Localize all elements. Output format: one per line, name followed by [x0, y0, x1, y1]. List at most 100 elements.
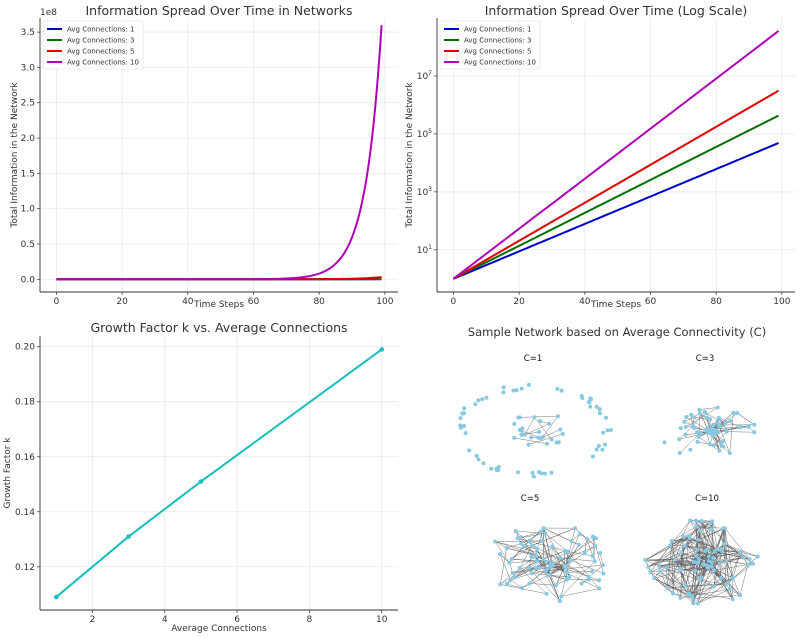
network-node	[567, 574, 572, 579]
network-node	[557, 599, 562, 604]
network-edge	[698, 436, 711, 445]
network-node	[512, 421, 517, 426]
network-node	[677, 437, 682, 442]
network-node	[704, 416, 709, 421]
network-edge	[692, 411, 706, 427]
network-node	[598, 550, 603, 555]
network-node	[701, 561, 706, 566]
network-edge	[650, 569, 681, 573]
network-node	[564, 577, 569, 582]
network-edge	[532, 527, 576, 546]
network-node	[696, 537, 701, 542]
network-node	[712, 568, 717, 573]
network-node	[519, 432, 524, 437]
network-node	[720, 549, 725, 554]
network-node	[727, 451, 732, 456]
network-node	[562, 564, 567, 569]
network-node	[590, 454, 595, 459]
network-node	[710, 519, 715, 524]
network-edge	[523, 531, 541, 547]
network-node	[687, 591, 692, 596]
network-node	[600, 447, 605, 452]
network-node	[689, 412, 694, 417]
y-tick-label: 107	[417, 70, 432, 82]
legend-label: Avg Connections: 10	[67, 59, 139, 67]
chart-2-ylabel: Total Information in the Network	[405, 82, 415, 229]
network-node	[513, 529, 518, 534]
series-line-3	[452, 89, 780, 280]
network-edge	[523, 545, 538, 550]
network-edge	[737, 412, 755, 425]
network-node	[590, 534, 595, 539]
network-node	[677, 451, 682, 456]
network-node	[541, 526, 546, 531]
network-node	[722, 542, 727, 547]
network-edge	[519, 567, 547, 594]
network-node	[592, 559, 597, 564]
network-edge	[699, 407, 718, 410]
network-node	[658, 569, 663, 574]
network-node	[710, 433, 715, 438]
network-node	[509, 557, 514, 562]
network-edge	[499, 553, 510, 563]
network-edge	[684, 413, 701, 423]
network-node	[556, 440, 561, 445]
network-edge	[561, 588, 600, 597]
y-tick-label: 0.16	[15, 453, 35, 463]
network-node	[708, 417, 713, 422]
network-edge	[711, 521, 725, 545]
x-tick-label: 6	[234, 615, 240, 625]
network-node	[555, 386, 560, 391]
network-edge	[512, 567, 536, 574]
series-line-1	[453, 142, 779, 280]
network-edge	[506, 540, 530, 549]
network-edge	[654, 578, 692, 597]
network-node	[678, 426, 683, 431]
network-edge	[545, 533, 569, 552]
network-edge	[648, 549, 698, 568]
network-node	[711, 443, 716, 448]
network-node	[593, 544, 598, 549]
network-edge	[666, 567, 692, 597]
network-edge	[740, 552, 758, 557]
network-node	[708, 430, 713, 435]
network-node	[535, 547, 540, 552]
network-edge	[697, 583, 727, 604]
network-edge	[519, 537, 536, 555]
network-node	[724, 558, 729, 563]
data-point	[53, 594, 59, 600]
network-node	[515, 470, 520, 475]
network-edge	[521, 574, 550, 589]
network-node	[687, 535, 692, 540]
chart-2-title: Information Spread Over Time (Log Scale)	[485, 3, 748, 18]
network-node	[721, 526, 726, 531]
network-edge	[739, 564, 749, 596]
network-node	[684, 414, 689, 419]
network-node	[713, 431, 718, 436]
network-node	[695, 547, 700, 552]
network-node	[678, 567, 683, 572]
network-node	[458, 423, 463, 428]
network-node	[586, 574, 591, 579]
network-edge	[658, 561, 695, 567]
network-node	[538, 419, 543, 424]
network-edge	[704, 549, 709, 565]
network-node	[694, 524, 699, 529]
network-node	[709, 564, 714, 569]
network-node	[724, 427, 729, 432]
network-node	[747, 557, 752, 562]
network-node	[590, 553, 595, 558]
network-node	[541, 434, 546, 439]
network-edge	[545, 564, 603, 572]
network-edge	[697, 441, 710, 445]
network-edge	[499, 554, 511, 581]
network-edge	[693, 577, 722, 604]
network-node	[549, 565, 554, 570]
network-node	[536, 469, 541, 474]
network-node	[535, 558, 540, 563]
network-node	[662, 440, 667, 445]
network-node	[476, 398, 481, 403]
network-node	[706, 554, 711, 559]
network-edge	[697, 586, 715, 604]
network-node	[560, 431, 565, 436]
